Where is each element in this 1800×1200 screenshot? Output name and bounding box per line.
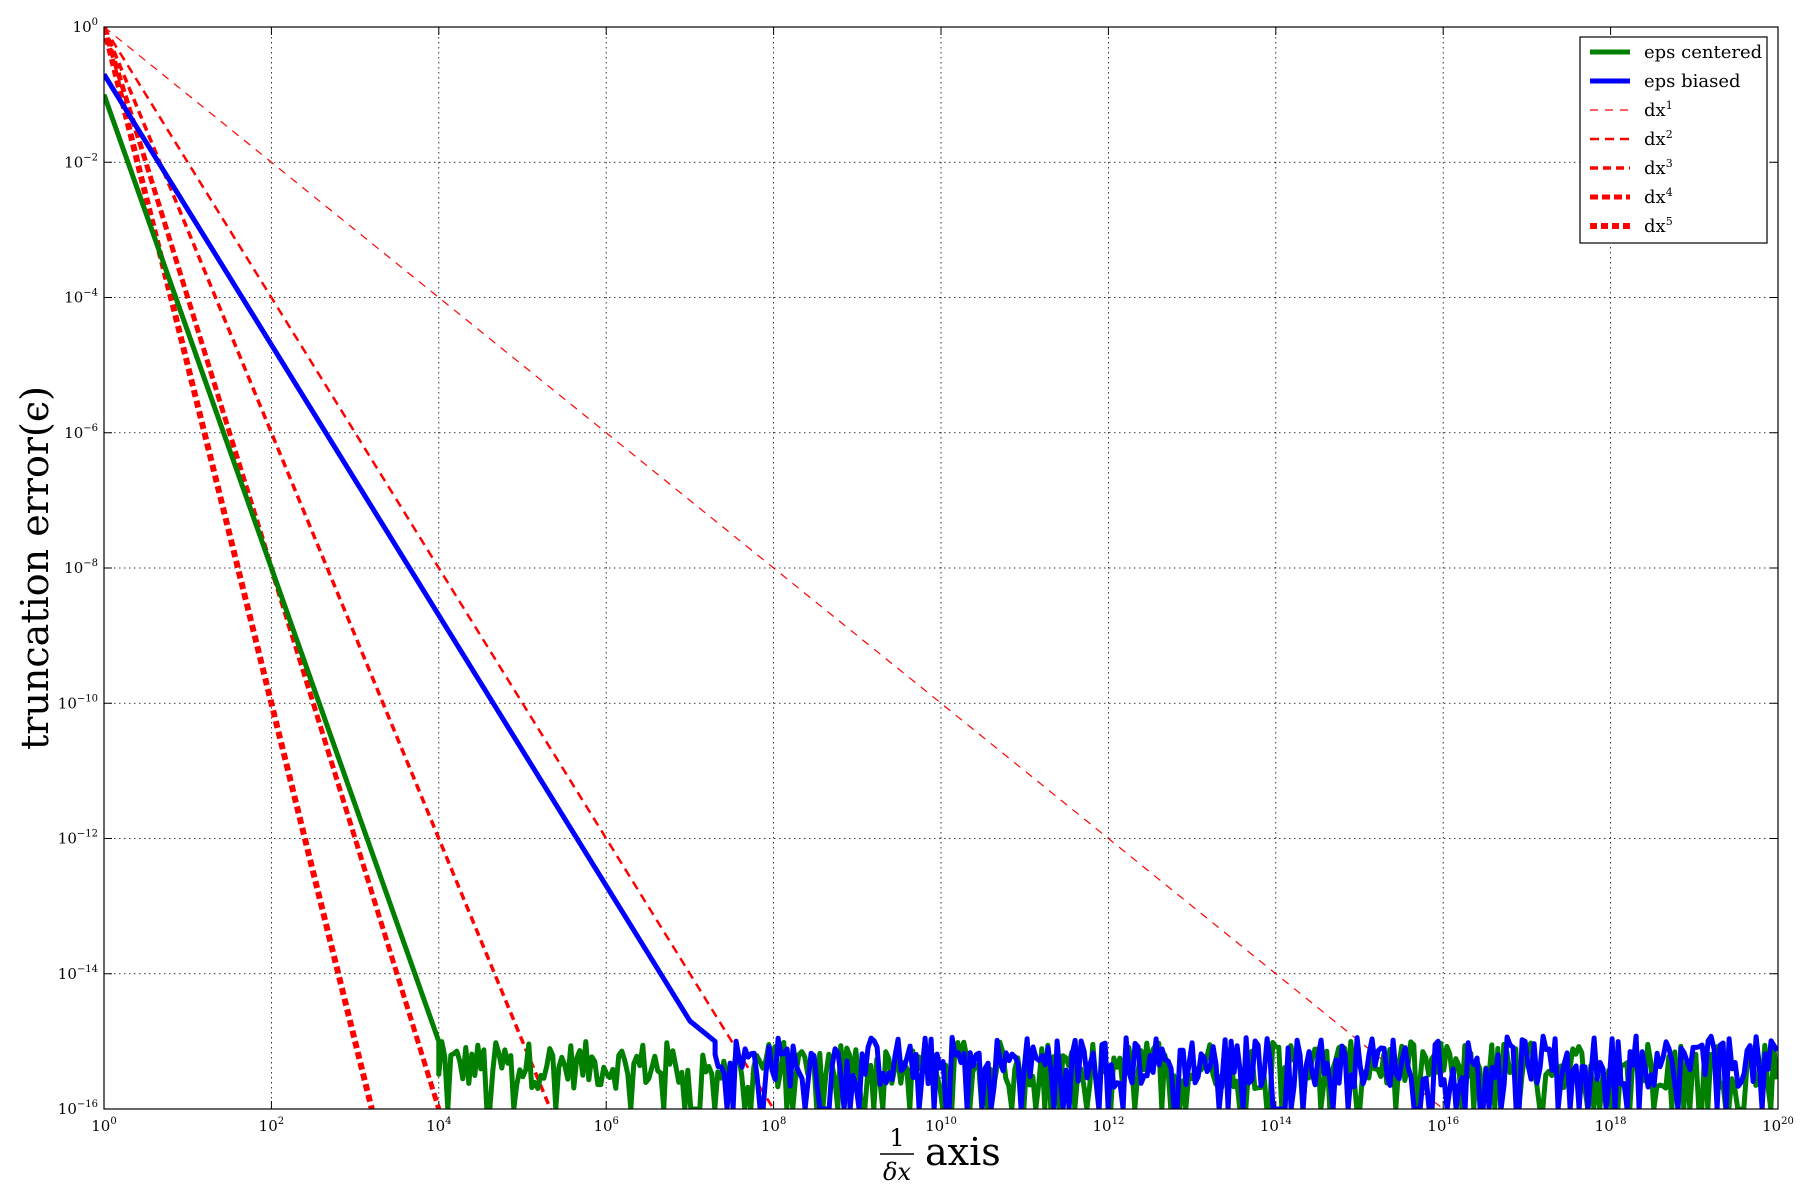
y-tick-base: 10 (58, 1100, 77, 1118)
legend-label: dx3 (1644, 157, 1673, 179)
x-tick-base: 10 (1092, 1117, 1111, 1135)
legend-label-base: eps centered (1644, 42, 1762, 63)
x-tick-exponent: 20 (1781, 1116, 1794, 1127)
y-tick-exponent: 0 (92, 17, 98, 28)
legend-label-base: dx (1644, 129, 1666, 150)
y-tick-exponent: −4 (83, 288, 98, 299)
x-axis-label-suffix: axis (925, 1130, 1001, 1174)
legend-label-base: eps biased (1644, 71, 1741, 92)
y-tick-base: 10 (64, 559, 83, 577)
y-tick-base: 10 (73, 18, 92, 36)
x-tick-base: 10 (259, 1117, 278, 1135)
y-tick-exponent: −8 (83, 558, 98, 569)
y-tick-base: 10 (64, 153, 83, 171)
x-tick-exponent: 18 (1614, 1116, 1627, 1127)
legend-label: eps biased (1644, 71, 1741, 92)
x-tick-exponent: 10 (944, 1116, 957, 1127)
x-tick-label: 108 (761, 1116, 786, 1135)
x-tick-base: 10 (761, 1117, 780, 1135)
y-tick-base: 10 (64, 289, 83, 307)
x-tick-label: 1016 (1427, 1116, 1459, 1135)
legend-label: dx4 (1644, 186, 1673, 208)
legend-label-base: dx (1644, 100, 1666, 121)
legend-label-sup: 5 (1666, 215, 1673, 228)
legend-label-sup: 4 (1666, 186, 1673, 199)
x-tick-label: 102 (259, 1116, 284, 1135)
x-tick-base: 10 (1595, 1117, 1614, 1135)
x-tick-base: 10 (1427, 1117, 1446, 1135)
x-tick-label: 1020 (1762, 1116, 1794, 1135)
legend-label: dx5 (1644, 215, 1673, 237)
x-tick-base: 10 (1260, 1117, 1279, 1135)
x-tick-base: 10 (1762, 1117, 1781, 1135)
x-tick-exponent: 8 (780, 1116, 786, 1127)
y-tick-base: 10 (64, 424, 83, 442)
x-tick-base: 10 (593, 1117, 612, 1135)
x-tick-base: 10 (925, 1117, 944, 1135)
x-tick-base: 10 (426, 1117, 445, 1135)
series-line-dx2 (104, 27, 775, 1109)
y-axis-label: truncation error(ϵ) (13, 386, 57, 750)
y-tick-base: 10 (58, 830, 77, 848)
grid-layer (104, 27, 1778, 1109)
plot-frame (103, 26, 1779, 1110)
series-line-eps-centered (104, 93, 1778, 1109)
y-tick-exponent: −14 (77, 964, 98, 975)
x-tick-exponent: 14 (1279, 1116, 1292, 1127)
x-tick-exponent: 16 (1446, 1116, 1459, 1127)
legend-label: dx2 (1644, 128, 1673, 150)
series-line-dx1 (104, 27, 1444, 1109)
x-tick-label: 106 (593, 1116, 618, 1135)
x-tick-exponent: 12 (1112, 1116, 1125, 1127)
legend-label-base: dx (1644, 158, 1666, 179)
y-tick-label: 10−16 (58, 1099, 98, 1118)
legend-label-sup: 2 (1666, 128, 1673, 141)
y-tick-label: 10−14 (58, 964, 98, 983)
y-tick-label: 10−10 (58, 693, 98, 712)
y-tick-exponent: −6 (83, 423, 98, 434)
series-layer (104, 27, 1778, 1109)
x-tick-exponent: 2 (278, 1116, 284, 1127)
x-axis-label: 1 δx axis (880, 1124, 1001, 1186)
x-axis-label-denominator: δx (883, 1158, 911, 1186)
legend-label-sup: 3 (1666, 157, 1673, 170)
x-axis-ticks: 100 102 104 106 108 1010 1012 1014 1016 1018 1020 (91, 27, 1794, 1135)
x-tick-label: 1012 (1092, 1116, 1124, 1135)
legend-label-sup: 1 (1666, 99, 1673, 112)
x-axis-label-numerator: 1 (889, 1124, 904, 1152)
y-tick-exponent: −2 (83, 152, 98, 163)
x-tick-label: 104 (426, 1116, 451, 1135)
x-tick-label: 1014 (1260, 1116, 1292, 1135)
y-tick-label: 10−8 (64, 558, 98, 577)
x-tick-label: 1010 (925, 1116, 957, 1135)
y-tick-label: 10−12 (58, 829, 98, 848)
y-tick-base: 10 (58, 694, 77, 712)
x-tick-exponent: 4 (445, 1116, 451, 1127)
series-line-eps-biased (104, 72, 1778, 1109)
legend-label-base: dx (1644, 187, 1666, 208)
y-tick-base: 10 (58, 965, 77, 983)
y-tick-label: 10−2 (64, 152, 98, 171)
series-line-dx5 (104, 27, 375, 1109)
y-tick-exponent: −12 (77, 829, 98, 840)
x-tick-base: 10 (91, 1117, 110, 1135)
x-tick-label: 100 (91, 1116, 116, 1135)
y-tick-label: 100 (73, 17, 98, 36)
series-line-dx3 (104, 27, 553, 1109)
y-tick-exponent: −10 (77, 693, 98, 704)
y-tick-label: 10−6 (64, 423, 98, 442)
y-tick-label: 10−4 (64, 288, 98, 307)
x-tick-label: 1018 (1595, 1116, 1627, 1135)
y-tick-exponent: −16 (77, 1099, 98, 1110)
legend-label: eps centered (1644, 42, 1762, 63)
legend-label: dx1 (1644, 99, 1673, 121)
x-tick-exponent: 0 (110, 1116, 116, 1127)
x-tick-exponent: 6 (613, 1116, 619, 1127)
legend-label-base: dx (1644, 216, 1666, 237)
